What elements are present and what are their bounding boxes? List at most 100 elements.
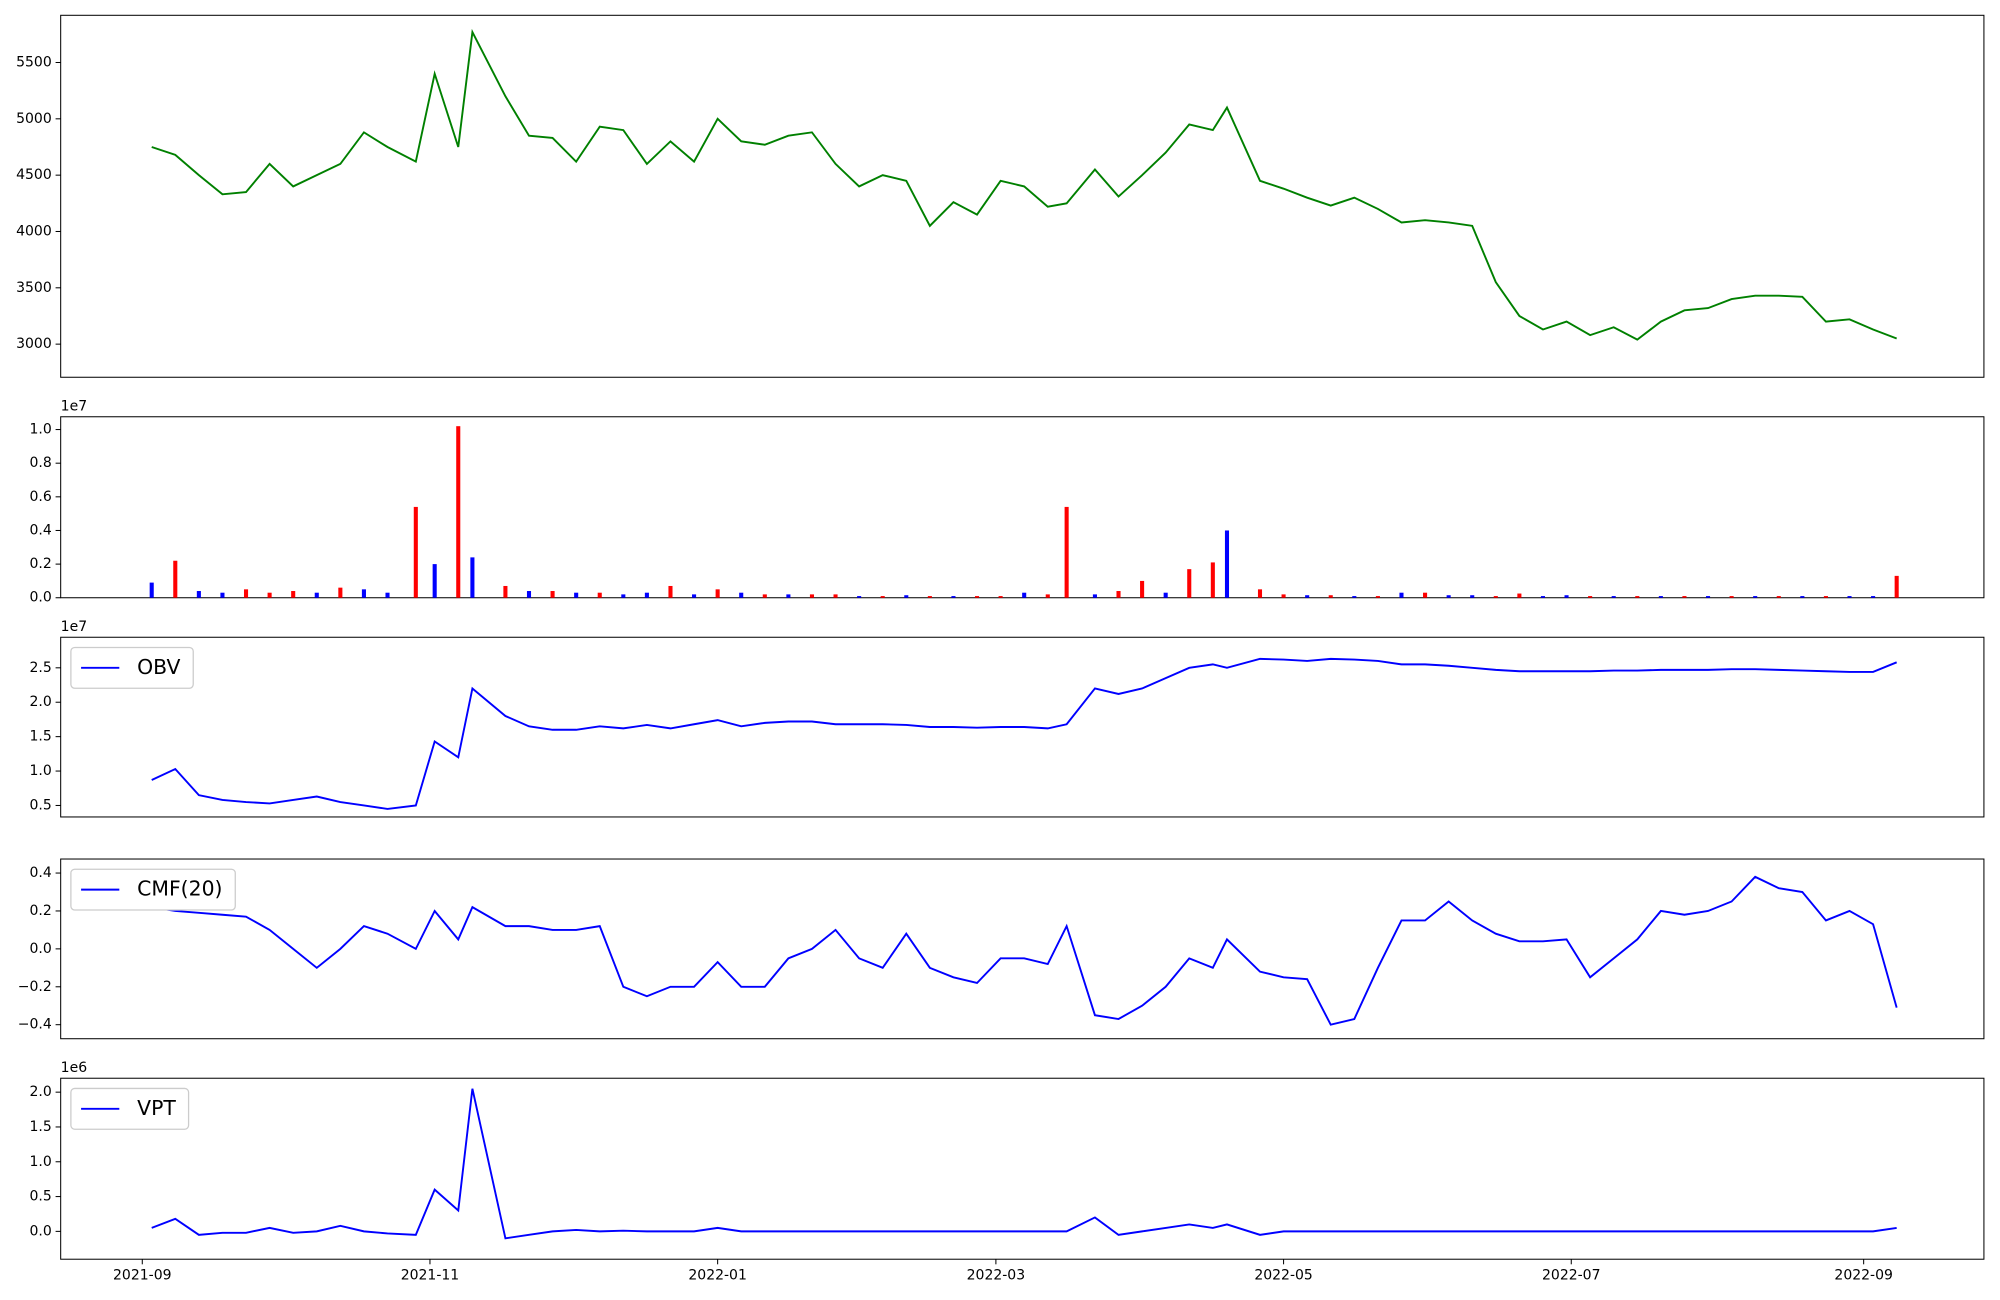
y-tick-label: 2.0	[29, 694, 51, 710]
legend-box	[70, 1087, 190, 1130]
volume-bar	[1493, 596, 1498, 598]
volume-bar	[361, 589, 366, 598]
line	[151, 28, 1898, 341]
volume-bar	[1022, 592, 1027, 598]
volume-bar	[1823, 596, 1828, 598]
volume-bar	[1588, 596, 1593, 598]
volume-bar	[739, 592, 744, 598]
volume-bar	[786, 594, 791, 598]
volume-bar	[1800, 596, 1805, 598]
volume-bar	[1470, 595, 1475, 598]
volume-bar	[927, 596, 932, 598]
volume-bar	[1092, 594, 1097, 598]
volume-bar	[715, 589, 720, 598]
y-tick-label: 0.5	[29, 1189, 51, 1205]
axes-frame	[60, 858, 1985, 1040]
y-tick-label: 0.0	[29, 1223, 51, 1239]
volume-bar	[314, 592, 319, 598]
volume-bar	[1257, 589, 1263, 598]
volume-bar	[267, 592, 272, 598]
x-tick-label: 2022-09	[1834, 1268, 1893, 1284]
offset-text: 1e7	[61, 619, 87, 635]
volume-bar	[974, 596, 980, 598]
volume-bar	[1305, 595, 1310, 598]
volume-bar	[1446, 595, 1451, 598]
volume-bar	[1894, 575, 1899, 598]
volume-bar	[220, 592, 225, 598]
offset-text: 1e7	[61, 398, 87, 414]
volume-bar	[1281, 594, 1286, 598]
volume-bar	[1871, 596, 1876, 598]
volume-bar	[692, 594, 697, 598]
volume-bar	[149, 582, 154, 598]
volume-bar	[173, 560, 178, 598]
x-tick-label: 2022-03	[967, 1268, 1026, 1284]
volume-bar	[1045, 594, 1050, 598]
volume-bar	[1682, 596, 1687, 598]
volume-bar	[621, 594, 626, 598]
volume-bar	[574, 592, 579, 598]
volume-bar	[1187, 569, 1192, 598]
axes-frame	[60, 416, 1985, 599]
y-tick-label: 1.5	[29, 1119, 51, 1135]
line	[151, 875, 1898, 1026]
volume-bar	[456, 426, 461, 598]
volume-bar	[1776, 596, 1781, 598]
y-tick-label: 0.2	[29, 903, 51, 919]
volume-bar	[1163, 592, 1168, 598]
volume-bar	[644, 592, 649, 598]
y-tick-label: 4000	[16, 223, 52, 239]
volume-bar	[291, 591, 296, 598]
y-tick-label: 0.4	[29, 522, 51, 538]
volume-bar	[1210, 562, 1215, 598]
axes-frame	[60, 14, 1985, 378]
y-tick-label: 0.8	[29, 455, 51, 471]
volume-bar	[526, 591, 532, 598]
y-tick-label: 0.5	[29, 797, 51, 813]
y-tick-label: 3000	[16, 336, 52, 352]
y-tick-label: 1.0	[29, 1154, 51, 1170]
line	[151, 657, 1898, 810]
legend-label: OBV	[137, 655, 180, 679]
volume-bar	[668, 585, 673, 598]
volume-bar	[1328, 595, 1333, 598]
volume-bar	[1611, 596, 1616, 598]
line	[151, 1088, 1897, 1240]
y-tick-label: −0.4	[18, 1017, 52, 1033]
y-tick-label: 0.0	[29, 590, 51, 606]
volume-bar	[1399, 592, 1404, 598]
volume-bar	[550, 591, 555, 598]
x-tick-label: 2022-05	[1254, 1268, 1313, 1284]
legend-box	[70, 868, 236, 911]
axes-frame	[60, 1077, 1985, 1260]
y-tick-label: 0.6	[29, 489, 51, 505]
volume-bar	[1517, 593, 1522, 598]
volume-bar	[1705, 596, 1711, 598]
x-tick-label: 2022-07	[1542, 1268, 1601, 1284]
volume-bar	[998, 596, 1003, 598]
volume-bar	[809, 594, 815, 598]
volume-bar	[243, 589, 249, 598]
x-tick-label: 2022-01	[688, 1268, 747, 1284]
volume-bar	[1140, 580, 1145, 598]
volume-bar	[597, 592, 602, 598]
volume-bar	[1064, 506, 1069, 598]
y-tick-label: 0.2	[29, 556, 51, 572]
y-tick-label: −0.2	[18, 979, 52, 995]
volume-bar	[857, 596, 862, 598]
volume-bar	[880, 596, 885, 598]
legend-box	[70, 646, 194, 689]
volume-bar	[1564, 595, 1569, 598]
volume-bar	[1729, 596, 1734, 598]
volume-bar	[1224, 530, 1230, 598]
volume-bar	[951, 596, 956, 598]
volume-bar	[1375, 596, 1380, 598]
y-tick-label: 1.0	[29, 763, 51, 779]
volume-bar	[413, 506, 418, 598]
volume-bar	[904, 595, 909, 598]
y-tick-label: 1.5	[29, 729, 51, 745]
volume-bar	[503, 585, 508, 598]
volume-bar	[385, 592, 390, 598]
